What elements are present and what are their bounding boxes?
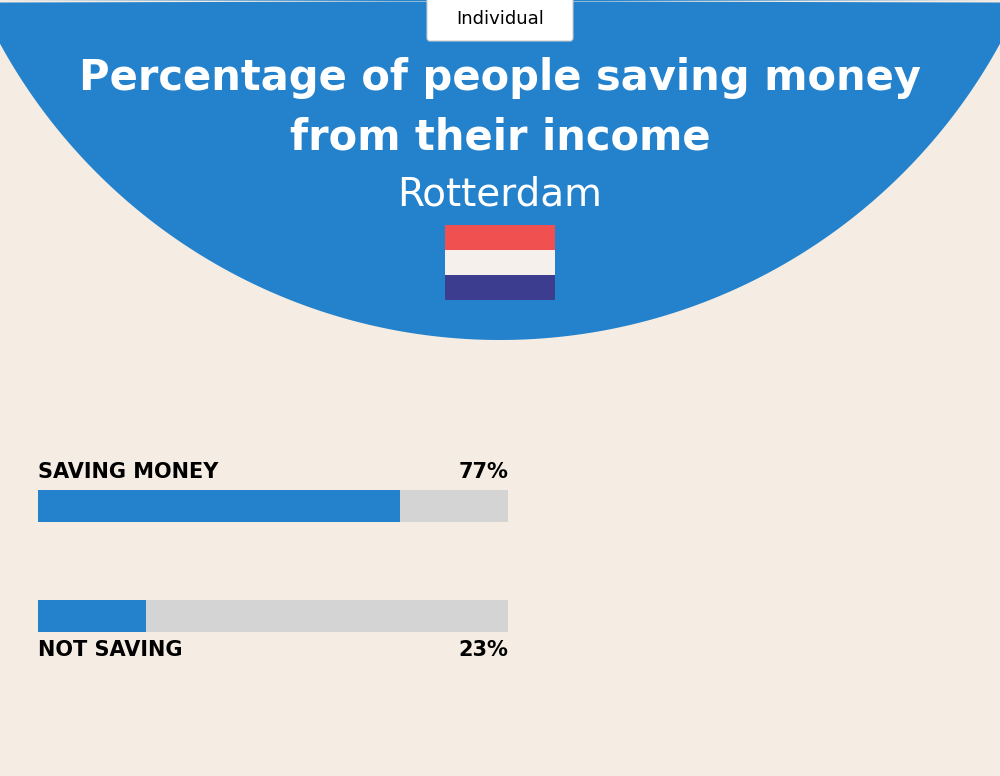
Polygon shape bbox=[0, 0, 1000, 340]
FancyBboxPatch shape bbox=[427, 0, 573, 41]
Bar bbox=[38, 600, 508, 632]
Bar bbox=[38, 490, 508, 522]
Text: from their income: from their income bbox=[290, 117, 710, 159]
Bar bbox=[445, 275, 555, 300]
Bar bbox=[38, 600, 146, 632]
Bar bbox=[38, 490, 400, 522]
Text: 77%: 77% bbox=[458, 462, 508, 482]
Bar bbox=[445, 250, 555, 275]
Text: SAVING MONEY: SAVING MONEY bbox=[38, 462, 218, 482]
Text: Percentage of people saving money: Percentage of people saving money bbox=[79, 57, 921, 99]
Text: NOT SAVING: NOT SAVING bbox=[38, 640, 182, 660]
Text: Rotterdam: Rotterdam bbox=[398, 176, 602, 214]
Bar bbox=[445, 225, 555, 250]
Text: Individual: Individual bbox=[456, 10, 544, 28]
Text: 23%: 23% bbox=[458, 640, 508, 660]
